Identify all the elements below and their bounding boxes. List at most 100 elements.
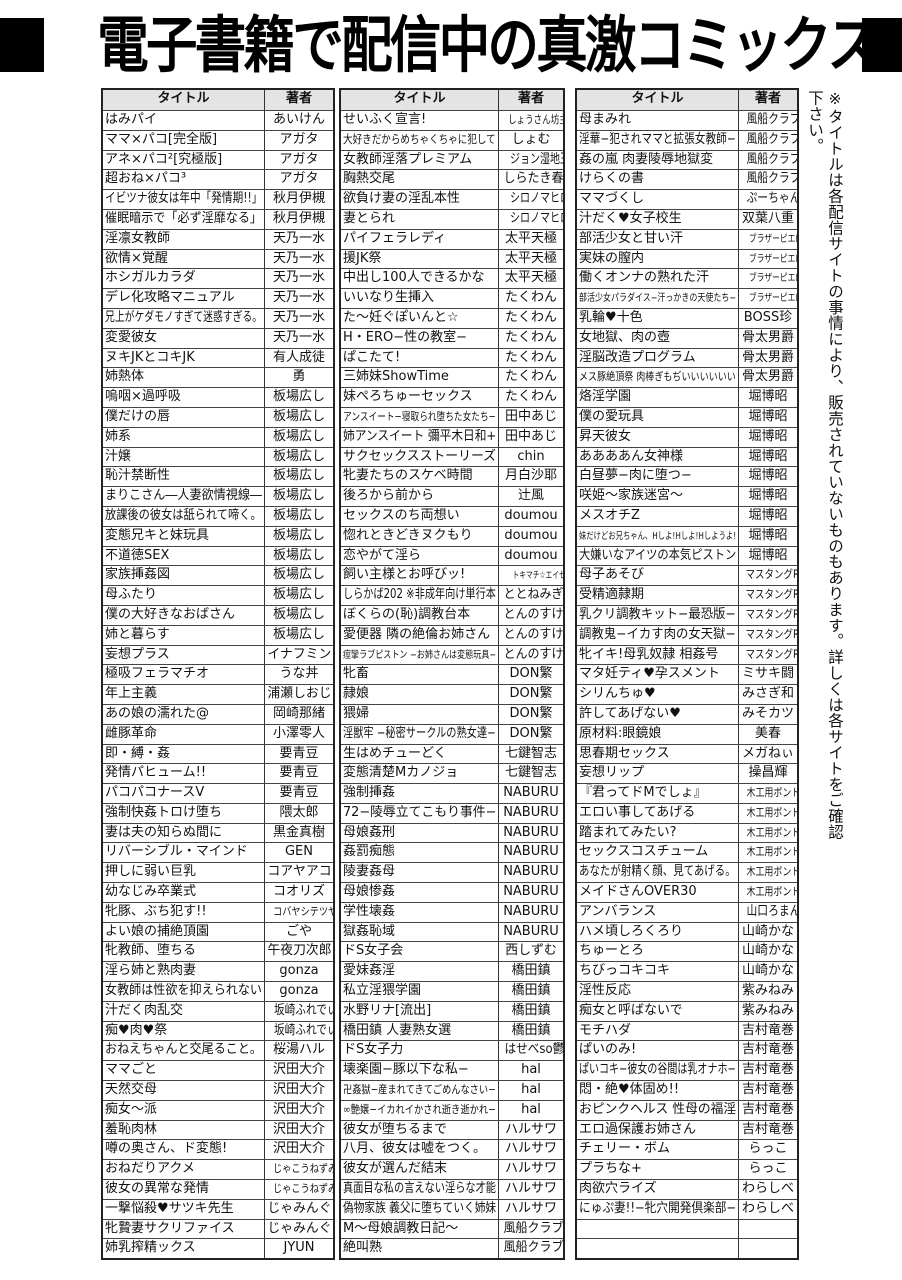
table-row: セックスコスチューム 木工用ボンド [577,842,797,863]
comic-title-text: 姉アンスイート 彌平木日和+ [343,428,497,444]
table-row: 即・縛・姦 要青豆 [103,743,333,764]
table-row: 痴♥肉♥祭 坂崎ふれでぃ [103,1020,333,1041]
comic-author-text: 板場広し [272,448,325,464]
comic-title: 母まみれ [577,111,739,130]
comic-title-text: 女教師淫落プレミアム [343,151,473,167]
comic-title: 女地獄、肉の壺 [577,328,739,348]
comic-title: 強制快姦トロけ堕ち [103,803,265,823]
comic-title: 原材料:眼鏡娘 [577,724,739,744]
comic-title-text: せいふく宣言! [343,112,427,127]
comic-author-text: 橋田鎮 [511,1022,551,1038]
comic-title-text: イビツナ彼女は年中「発情期!!」 [105,191,263,207]
comic-author-text: 風船クラブ [503,1240,563,1256]
comic-author-text: 紫みねみ [741,1002,794,1018]
comic-author-text: しらたき春 [503,171,563,187]
comic-title-text: 三姉妹ShowTime [343,369,449,385]
table-row: イビツナ彼女は年中「発情期!!」 秋月伊槻 [103,189,333,209]
comic-author-text: 山口ろまん [746,903,797,919]
table-row: 彼女が選んだ結末 ハルサワ [341,1159,563,1180]
table-row: 彼女の異常な発情 じゃこうねずみ [103,1179,333,1199]
comic-author: トキマチ☆エイセイ [499,566,564,585]
comic-author-text: 堀博昭 [748,428,788,444]
comic-author-text: 吉村竜巻 [741,1022,794,1038]
comic-author-text: NABURU [503,804,559,820]
comic-title-text: 母娘姦刑 [343,824,396,840]
comic-title-text: モチハダ [579,1022,632,1038]
table-row: ぼくらの(恥)調教台本 とんのすけ [341,604,563,625]
table-row: 愛妹姦淫 橋田鎮 [341,961,563,982]
comic-title-text: 羞恥肉林 [105,1121,158,1137]
comic-title-text: 淫獣牢 −秘密サークルの熟女達− [343,725,496,741]
table-row: 牝妻たちのスケベ時間 月白沙耶 [341,466,563,487]
comic-author-text: 太平天極 [504,250,557,266]
table-row: 悶・絶♥体固め!! 吉村竜巻 [577,1080,797,1100]
comic-title-text: 隷娘 [343,686,370,702]
comic-author: 吉村竜巻 [739,1121,797,1140]
comic-author: 美春 [739,725,797,744]
table-row: 母ふたり 板場広し [103,585,333,605]
comic-author-text: 板場広し [272,567,325,583]
comic-author: NABURU [499,824,563,843]
comic-title-text: 絶叫熟 [343,1240,383,1256]
table-row: モチハダ 吉村竜巻 [577,1020,797,1041]
comic-title-text: ぱこたて! [343,349,401,365]
comic-author-text: 田中あじ [504,408,557,424]
comic-author-text: とんのすけ [503,646,563,662]
comic-author-text: gonza [279,963,319,979]
comic-title: 姉乳搾精ックス [103,1239,265,1259]
comic-author-text: ブラザーピエロ [749,273,797,285]
comic-author-text: みさぎ和 [741,686,794,702]
comic-title-text: 欲負け妻の淫乱本性 [343,191,461,207]
comic-title: 押しに弱い巨乳 [103,863,265,883]
comic-title-text: 強制快姦トロけ堕ち [105,804,223,820]
comic-title-text: しらかば202 ※非成年向け単行本 [343,587,496,603]
table-row: 変態清楚Mカノジョ 七鍵智志 [341,763,563,784]
comic-title-text: 噂の奥さん、ド変態! [105,1141,228,1157]
comic-title-text: 肉欲穴ライズ [579,1181,657,1197]
comic-author-text: hal [521,1101,541,1117]
comic-title: 母娘惨姦 [341,883,499,902]
title-bar-right [862,18,902,72]
table-row: 獄姦恥域 NABURU [341,921,563,942]
comic-author-text: ブラザーピエロ [749,233,797,245]
comic-author: DON繁 [499,665,563,684]
comic-author-text: 板場広し [272,626,325,642]
comic-author-text: 七鍵智志 [504,765,557,781]
comic-title-text: 真面目な私の言えない淫らな才能 [343,1181,497,1197]
comic-author-text: 七鍵智志 [504,745,557,761]
comic-title: 部活少女と甘い汗 [577,229,739,249]
table-row: 汁だく肉乱交 坂崎ふれでぃ [103,1000,333,1021]
comic-author-text: 骨太男爵 [741,369,794,385]
comic-title-text: 極吸フェラマチオ [105,666,210,682]
comic-title-text: 牝イキ!母乳奴隷 相姦号 [579,646,719,662]
comic-author-text: 双葉八重 [741,210,794,226]
table-row: はみパイ あいけん [103,110,333,130]
comic-title: 淫性反応 [577,982,739,1001]
comic-title: 淫ら姉と熟肉妻 [103,962,265,982]
comic-title: 年上主義 [103,685,265,704]
comic-author-text: 木工用ボンド [746,805,797,819]
comic-title: 羞恥肉林 [103,1120,265,1140]
table-row: 姦罰痴態 NABURU [341,842,563,863]
comic-author-text: hal [521,1062,541,1078]
comic-author-text: 美春 [754,725,781,741]
comic-author-text: DON繁 [509,686,553,702]
comic-author: 橋田鎮 [499,1022,563,1041]
title-bar-left [0,18,44,72]
comic-title-text: た～妊ぐぽいんと☆ [343,309,459,325]
comic-title-text: ドS女子力 [343,1042,404,1058]
comic-author-text: 岡崎那緒 [272,705,325,721]
comic-title-text: 咲姫～家族迷宮～ [579,488,684,504]
comic-title: 痙攣ラブピストン −お姉さんは変態玩具− [341,645,499,665]
comic-title: メス豚絶頂祭 肉棒ぎもぢいいいいいい [577,368,739,388]
comic-author-text: 勇 [292,369,306,385]
table-row: エロい事してあげる 木工用ボンド [577,802,797,823]
table-row: 姉アンスイート 彌平木日和+ 田中あじ [341,426,563,447]
table-row: ちびっコキコキ 山崎かな [577,961,797,982]
table-row: ホシガルカラダ 天乃一水 [103,268,333,289]
comic-author-text: 堀博昭 [748,488,788,504]
comic-title: 胸熱交尾 [341,170,499,190]
comic-title-text: エロ過保護お姉さん [579,1121,697,1137]
table-row: 私立淫猥学園 橋田鎮 [341,981,563,1001]
comic-author: 辻風 [499,487,563,506]
